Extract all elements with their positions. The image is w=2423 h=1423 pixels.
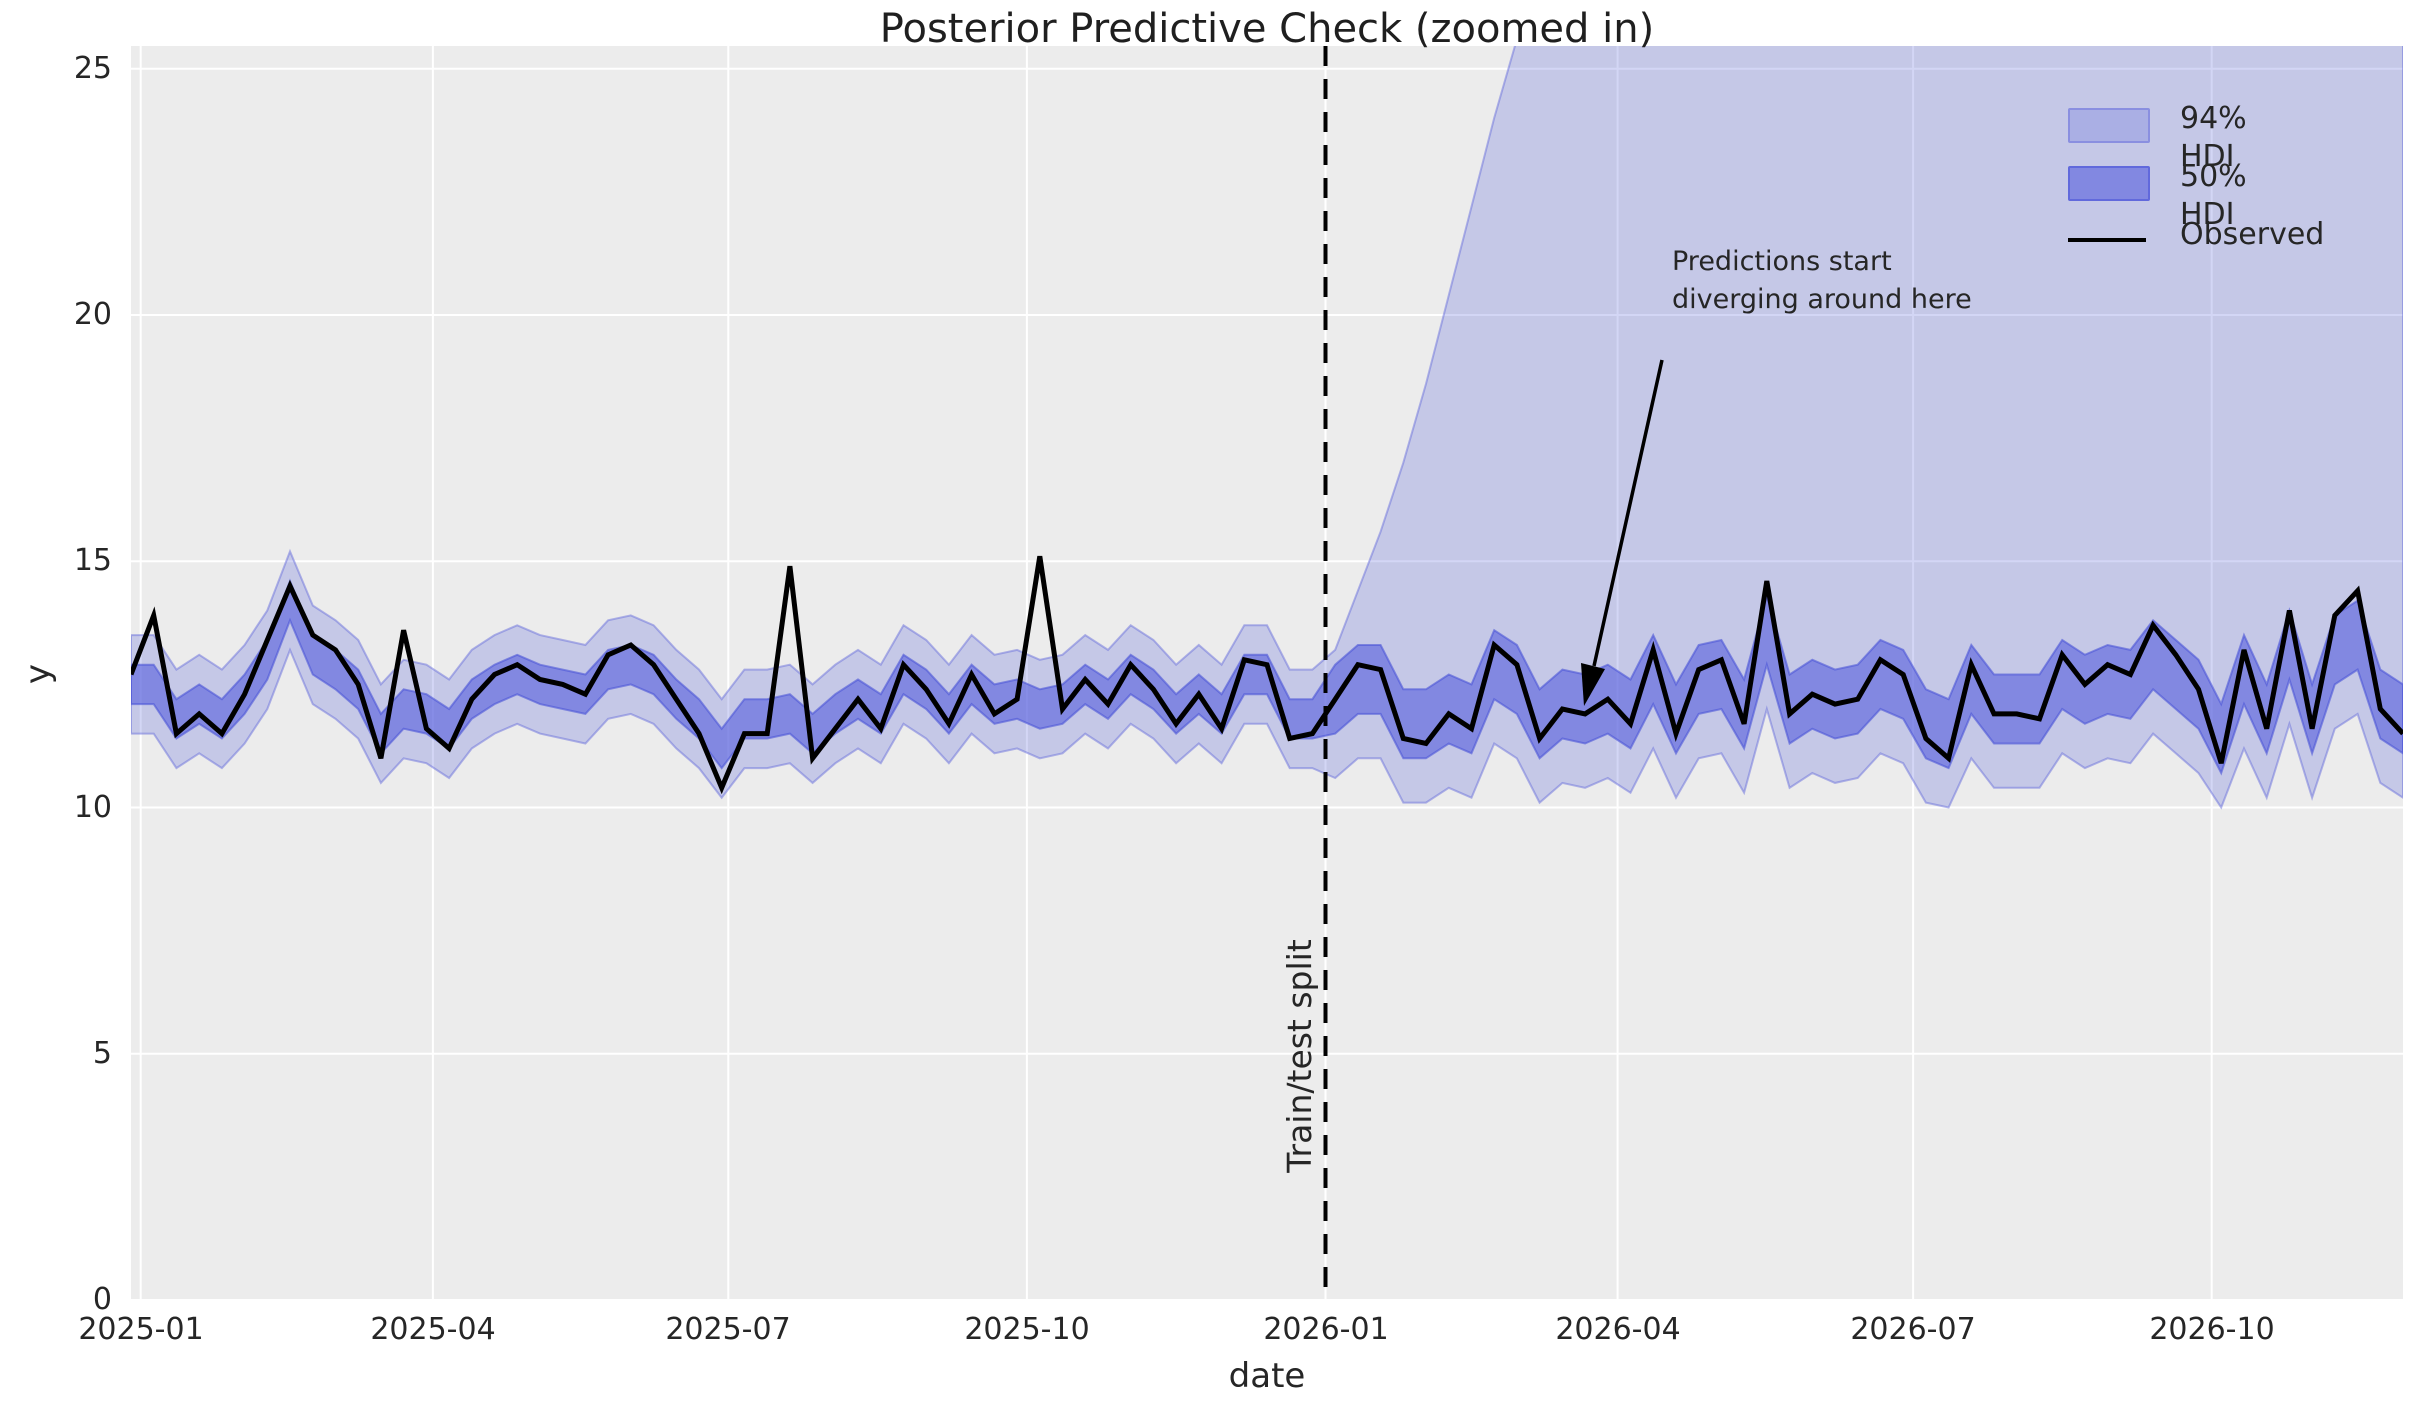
y-tick-0: 0: [92, 1282, 112, 1317]
x-tick-2026-07: 2026-07: [1850, 1312, 1976, 1347]
legend-label-50-hdi: 50% HDI: [2180, 159, 2247, 232]
observed-line-swatch-icon: [2068, 238, 2146, 242]
y-axis-label: y: [18, 663, 58, 685]
hdi50-swatch-icon: [2068, 166, 2150, 201]
chart-title: Posterior Predictive Check (zoomed in): [879, 6, 1655, 52]
x-axis-label: date: [1228, 1356, 1306, 1396]
x-tick-2025-01: 2025-01: [78, 1312, 204, 1347]
x-tick-2026-04: 2026-04: [1555, 1312, 1681, 1347]
observed-line: [131, 555, 2403, 795]
hdi94-band: [131, 46, 2403, 810]
x-tick-2026-10: 2026-10: [2149, 1312, 2275, 1347]
gridlines: [131, 46, 2403, 1300]
legend-label-observed: Observed: [2180, 217, 2325, 252]
hdi50-band: [131, 578, 2403, 776]
x-tick-2025-10: 2025-10: [964, 1312, 1090, 1347]
diverging-annotation-line2: diverging around here: [1672, 284, 1972, 315]
y-tick-15: 15: [73, 543, 112, 578]
train-test-split-label: Train/test split: [1280, 939, 1319, 1173]
diverging-annotation: Predictions start diverging around here: [1672, 243, 1972, 319]
annotation-arrow: [1581, 359, 1664, 706]
y-tick-10: 10: [73, 790, 112, 825]
y-tick-5: 5: [92, 1036, 112, 1071]
y-tick-25: 25: [73, 51, 112, 86]
x-tick-2026-01: 2026-01: [1263, 1312, 1389, 1347]
legend-label-94-hdi: 94% HDI: [2180, 101, 2247, 174]
hdi94-swatch-icon: [2068, 108, 2150, 143]
y-tick-20: 20: [73, 297, 112, 332]
x-tick-2025-04: 2025-04: [370, 1312, 496, 1347]
x-tick-2025-07: 2025-07: [665, 1312, 791, 1347]
diverging-annotation-line1: Predictions start: [1672, 246, 1892, 277]
